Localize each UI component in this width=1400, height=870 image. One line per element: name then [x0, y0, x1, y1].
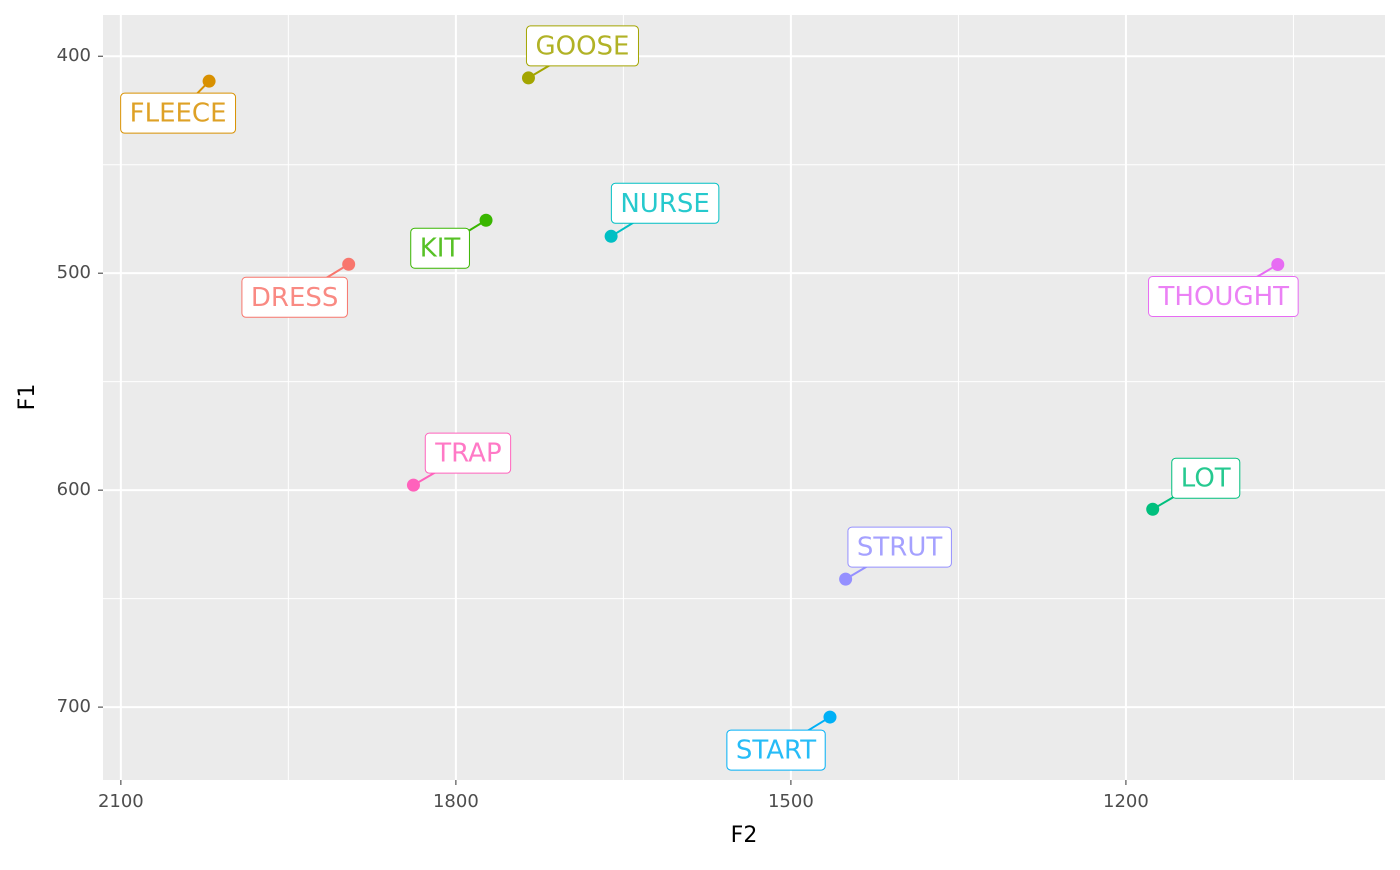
point-label: FLEECE [120, 80, 237, 134]
y-tick-label: 500 [57, 262, 91, 283]
y-tick-label: 700 [57, 696, 91, 717]
point-label: STRUT [845, 526, 952, 580]
point-label: KIT [410, 219, 487, 269]
y-tick-label: 600 [57, 479, 91, 500]
point-label: START [726, 716, 831, 771]
label-box [1148, 276, 1299, 318]
point-label: NURSE [610, 182, 720, 238]
label-box [241, 276, 348, 318]
point [202, 74, 216, 88]
point [823, 710, 837, 724]
plot-panel [103, 15, 1385, 780]
point-label-text: FLEECE [130, 99, 227, 129]
label-box [410, 227, 470, 269]
point [521, 71, 535, 85]
point-label-text: TRAP [434, 439, 501, 469]
point-label-text: LOT [1181, 464, 1231, 494]
point-label-text: NURSE [620, 189, 709, 219]
point [479, 213, 493, 227]
y-axis-title: F1 [15, 384, 40, 411]
label-box [847, 526, 952, 568]
label-box [424, 432, 512, 474]
point-label-text: DRESS [251, 283, 339, 313]
label-box [726, 729, 826, 771]
point-label: GOOSE [525, 25, 639, 79]
point-label-text: GOOSE [535, 31, 629, 61]
point-label: THOUGHT [1148, 263, 1299, 318]
point-label-text: START [736, 736, 816, 766]
point [406, 478, 420, 492]
point [839, 572, 853, 586]
point-label-text: KIT [420, 234, 461, 264]
x-axis-title: F2 [731, 823, 758, 848]
point-label-text: THOUGHT [1158, 282, 1290, 312]
x-tick-label: 2100 [98, 791, 144, 812]
y-tick-label: 400 [57, 45, 91, 66]
point-label: DRESS [241, 263, 350, 318]
label-box [610, 182, 720, 224]
label-box [120, 92, 237, 134]
label-box [1171, 457, 1241, 499]
point-label-text: STRUT [857, 533, 942, 563]
x-tick-label: 1800 [433, 791, 479, 812]
point [1271, 258, 1285, 272]
x-tick-label: 1200 [1103, 791, 1149, 812]
label-box [525, 25, 639, 67]
point [342, 257, 356, 271]
x-tick-label: 1500 [768, 791, 814, 812]
point [604, 229, 618, 243]
point [1146, 502, 1160, 516]
point-label: LOT [1152, 457, 1241, 511]
point-label: TRAP [412, 432, 512, 487]
